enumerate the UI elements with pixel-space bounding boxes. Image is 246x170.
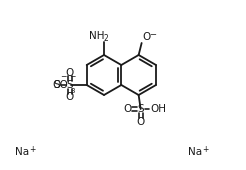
Text: 2: 2: [104, 34, 109, 43]
Text: Na: Na: [188, 147, 202, 157]
Text: O: O: [143, 32, 151, 42]
Text: O: O: [137, 117, 145, 127]
Text: −: −: [149, 30, 156, 39]
Text: +: +: [29, 144, 35, 154]
Text: 3: 3: [70, 88, 75, 94]
Text: S: S: [66, 80, 73, 90]
Text: +: +: [202, 144, 208, 154]
Text: −: −: [69, 72, 76, 81]
Text: SO: SO: [54, 80, 69, 90]
Text: O: O: [65, 68, 74, 78]
Text: O: O: [53, 80, 61, 90]
Text: NH: NH: [89, 31, 104, 41]
Text: S: S: [137, 104, 144, 114]
Text: Na: Na: [15, 147, 29, 157]
Text: O: O: [123, 104, 132, 114]
Text: OH: OH: [151, 104, 167, 114]
Text: O: O: [65, 92, 74, 102]
Text: −: −: [60, 72, 66, 81]
